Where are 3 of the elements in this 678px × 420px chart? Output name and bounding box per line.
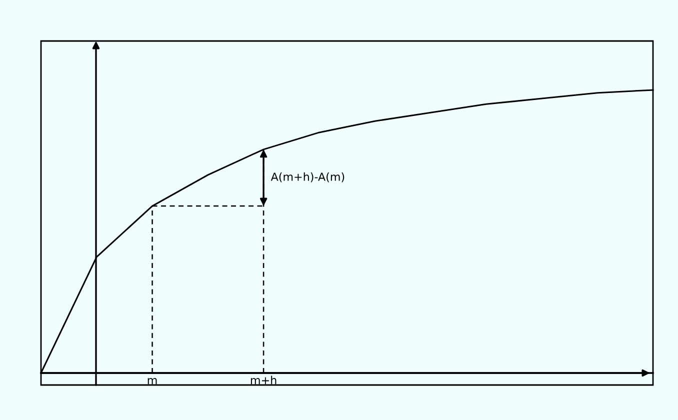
x-tick-label: m+h xyxy=(250,376,276,384)
annotation: A(m+h)-A(m) xyxy=(270,172,344,182)
x-tick-label: m xyxy=(148,378,157,384)
